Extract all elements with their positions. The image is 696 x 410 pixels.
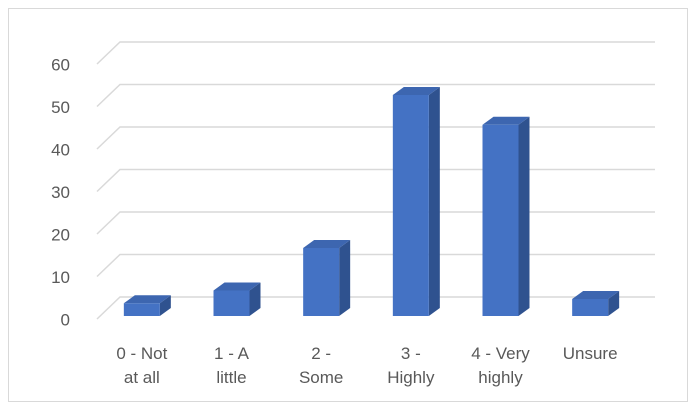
bar-top: [213, 282, 261, 291]
bar-top: [392, 87, 440, 95]
grid-line: [96, 211, 655, 235]
bar-front: [572, 299, 609, 316]
bar: [213, 282, 261, 316]
bar-front: [303, 248, 340, 316]
grid-line: [96, 253, 655, 278]
grid-line: [96, 83, 655, 108]
bar-side: [518, 116, 530, 316]
bar-top: [123, 295, 171, 304]
x-tick-label: 0 - Not at all: [116, 344, 168, 387]
grid-line: [96, 296, 655, 320]
bar-side: [428, 87, 440, 316]
bar-top: [572, 291, 620, 299]
bar-side: [608, 291, 620, 316]
grid-line: [96, 41, 655, 65]
bar-top: [482, 116, 530, 125]
bar-front: [123, 303, 160, 316]
bar-side: [249, 282, 261, 316]
y-tick-label: 30: [51, 183, 70, 202]
y-tick-label: 40: [51, 140, 70, 159]
x-tick-label: 1 - A little: [214, 344, 249, 387]
bar-top: [303, 240, 351, 248]
y-tick-label: 20: [51, 225, 70, 244]
y-tick-label: 50: [51, 98, 70, 117]
chart-border: [8, 8, 688, 402]
y-tick-label: 0: [61, 310, 70, 329]
grid-line: [96, 168, 655, 193]
bar-front: [482, 124, 519, 316]
x-tick-label: 4 - Very highly: [471, 344, 530, 387]
bar: [482, 116, 530, 316]
bar: [303, 240, 351, 316]
bar: [392, 87, 440, 316]
bar: [572, 291, 620, 316]
x-tick-label: 3 - Highly: [387, 344, 435, 387]
bar-side: [159, 295, 171, 316]
x-tick-label: 2 - Some: [298, 344, 344, 387]
bar-front: [213, 290, 250, 316]
bar-side: [339, 240, 351, 316]
x-tick-label: Unsure: [562, 344, 618, 363]
y-tick-label: 10: [51, 268, 70, 287]
grid-line: [96, 126, 655, 150]
bar: [123, 295, 171, 316]
bar-front: [392, 95, 429, 316]
y-tick-label: 60: [51, 55, 70, 74]
